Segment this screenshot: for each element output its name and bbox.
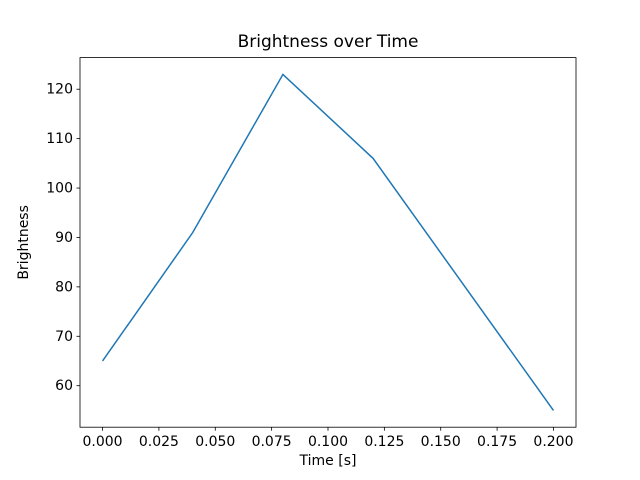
x-tick-label: 0.075 <box>252 434 292 450</box>
x-tick-label: 0.000 <box>82 434 122 450</box>
y-tick-label: 80 <box>55 279 73 295</box>
y-axis-label: Brightness <box>16 205 32 280</box>
x-tick-label: 0.200 <box>533 434 573 450</box>
x-tick-label: 0.150 <box>421 434 461 450</box>
x-tick-label: 0.050 <box>195 434 235 450</box>
y-axis-ticks: 60 70 80 90 100 110 120 <box>46 82 80 394</box>
x-tick-label: 0.125 <box>364 434 404 450</box>
y-tick-label: 110 <box>46 131 73 147</box>
y-tick-label: 120 <box>46 82 73 98</box>
x-tick-label: 0.100 <box>308 434 348 450</box>
y-tick-label: 90 <box>55 230 73 246</box>
x-axis-label: Time [s] <box>299 453 357 469</box>
plot-area <box>79 57 577 428</box>
y-tick-label: 100 <box>46 181 73 197</box>
y-tick-label: 60 <box>55 378 73 394</box>
y-tick-label: 70 <box>55 329 73 345</box>
chart-title: Brightness over Time <box>238 32 419 52</box>
x-tick-label: 0.025 <box>139 434 179 450</box>
x-tick-label: 0.175 <box>477 434 517 450</box>
brightness-line-series <box>101 73 555 411</box>
x-axis-ticks: 0.000 0.025 0.050 0.075 0.100 0.125 0.150 0.175… <box>82 427 574 450</box>
